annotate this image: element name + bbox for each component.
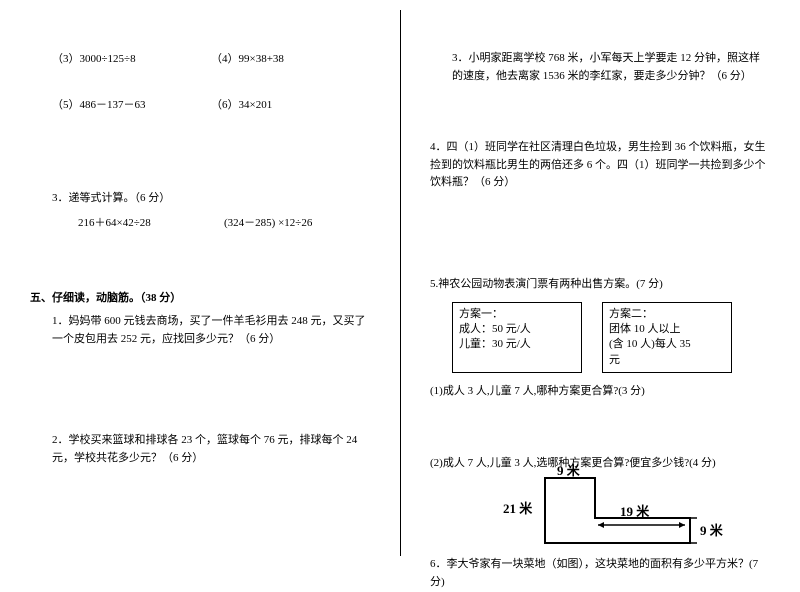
problem-4: 4．四（1）班同学在社区清理白色垃圾，男生捡到 36 个饮料瓶，女生捡到的饮料瓶… bbox=[430, 139, 770, 192]
plan1-line1: 方案一： bbox=[459, 307, 575, 322]
problem-5-q1: (1)成人 3 人,儿童 7 人,哪种方案更合算?(3 分) bbox=[430, 383, 770, 401]
plan2-line1: 方案二： bbox=[609, 307, 725, 322]
calc-q5: （5）486－137－63 bbox=[52, 96, 211, 112]
plan-boxes: 方案一： 成人：50 元/人 儿童：30 元/人 方案二： 团体 10 人以上 … bbox=[452, 302, 770, 374]
plan2-line2: 团体 10 人以上 bbox=[609, 322, 725, 337]
calc-row-34: （3）3000÷125÷8 （4）99×38+38 bbox=[30, 50, 370, 66]
step-calc-b: (324－285) ×12÷26 bbox=[224, 214, 370, 230]
problem-3: 3．小明家距离学校 768 米，小军每天上学要走 12 分钟，照这样的速度，他去… bbox=[430, 50, 770, 85]
calc-q4: （4）99×38+38 bbox=[211, 50, 370, 66]
problem-2: 2．学校买来篮球和排球各 23 个，篮球每个 76 元，排球每个 24 元，学校… bbox=[30, 432, 370, 467]
arrow-right-icon bbox=[679, 522, 685, 528]
plan2-line4: 元 bbox=[609, 353, 725, 368]
step-calc-title: 3．递等式计算。（6 分） bbox=[30, 190, 370, 208]
plan1-line2: 成人：50 元/人 bbox=[459, 322, 575, 337]
calc-row-56: （5）486－137－63 （6）34×201 bbox=[30, 96, 370, 112]
plan1-line3: 儿童：30 元/人 bbox=[459, 337, 575, 352]
label-9m-top: 9 米 bbox=[557, 460, 580, 479]
calc-q3: （3）3000÷125÷8 bbox=[52, 50, 211, 66]
problem-5-title: 5.神农公园动物表演门票有两种出售方案。(7 分) bbox=[430, 276, 770, 294]
left-column: （3）3000÷125÷8 （4）99×38+38 （5）486－137－63 … bbox=[0, 0, 400, 566]
plan-box-2: 方案二： 团体 10 人以上 (含 10 人)每人 35 元 bbox=[602, 302, 732, 374]
section5-title: 五、仔细读，动脑筋。（38 分） bbox=[30, 290, 370, 308]
label-19m: 19 米 bbox=[620, 501, 649, 520]
arrow-left-icon bbox=[598, 522, 604, 528]
problem-1: 1．妈妈带 600 元钱去商场，买了一件羊毛衫用去 248 元，又买了一个皮包用… bbox=[30, 313, 370, 348]
label-21m: 21 米 bbox=[503, 498, 532, 517]
right-column: 3．小明家距离学校 768 米，小军每天上学要走 12 分钟，照这样的速度，他去… bbox=[400, 0, 800, 566]
calc-q6: （6）34×201 bbox=[211, 96, 370, 112]
l-shape-figure: 9 米 21 米 19 米 9 米 bbox=[525, 468, 725, 548]
l-shape-path bbox=[545, 478, 690, 543]
step-calc-row: 216＋64×42÷28 (324－285) ×12÷26 bbox=[30, 214, 370, 230]
plan-box-1: 方案一： 成人：50 元/人 儿童：30 元/人 bbox=[452, 302, 582, 374]
label-9m-right: 9 米 bbox=[700, 520, 723, 539]
problem-6: 6．李大爷家有一块菜地（如图），这块菜地的面积有多少平方米？(7 分) bbox=[430, 556, 770, 591]
plan2-line3: (含 10 人)每人 35 bbox=[609, 337, 725, 352]
step-calc-a: 216＋64×42÷28 bbox=[78, 214, 224, 230]
